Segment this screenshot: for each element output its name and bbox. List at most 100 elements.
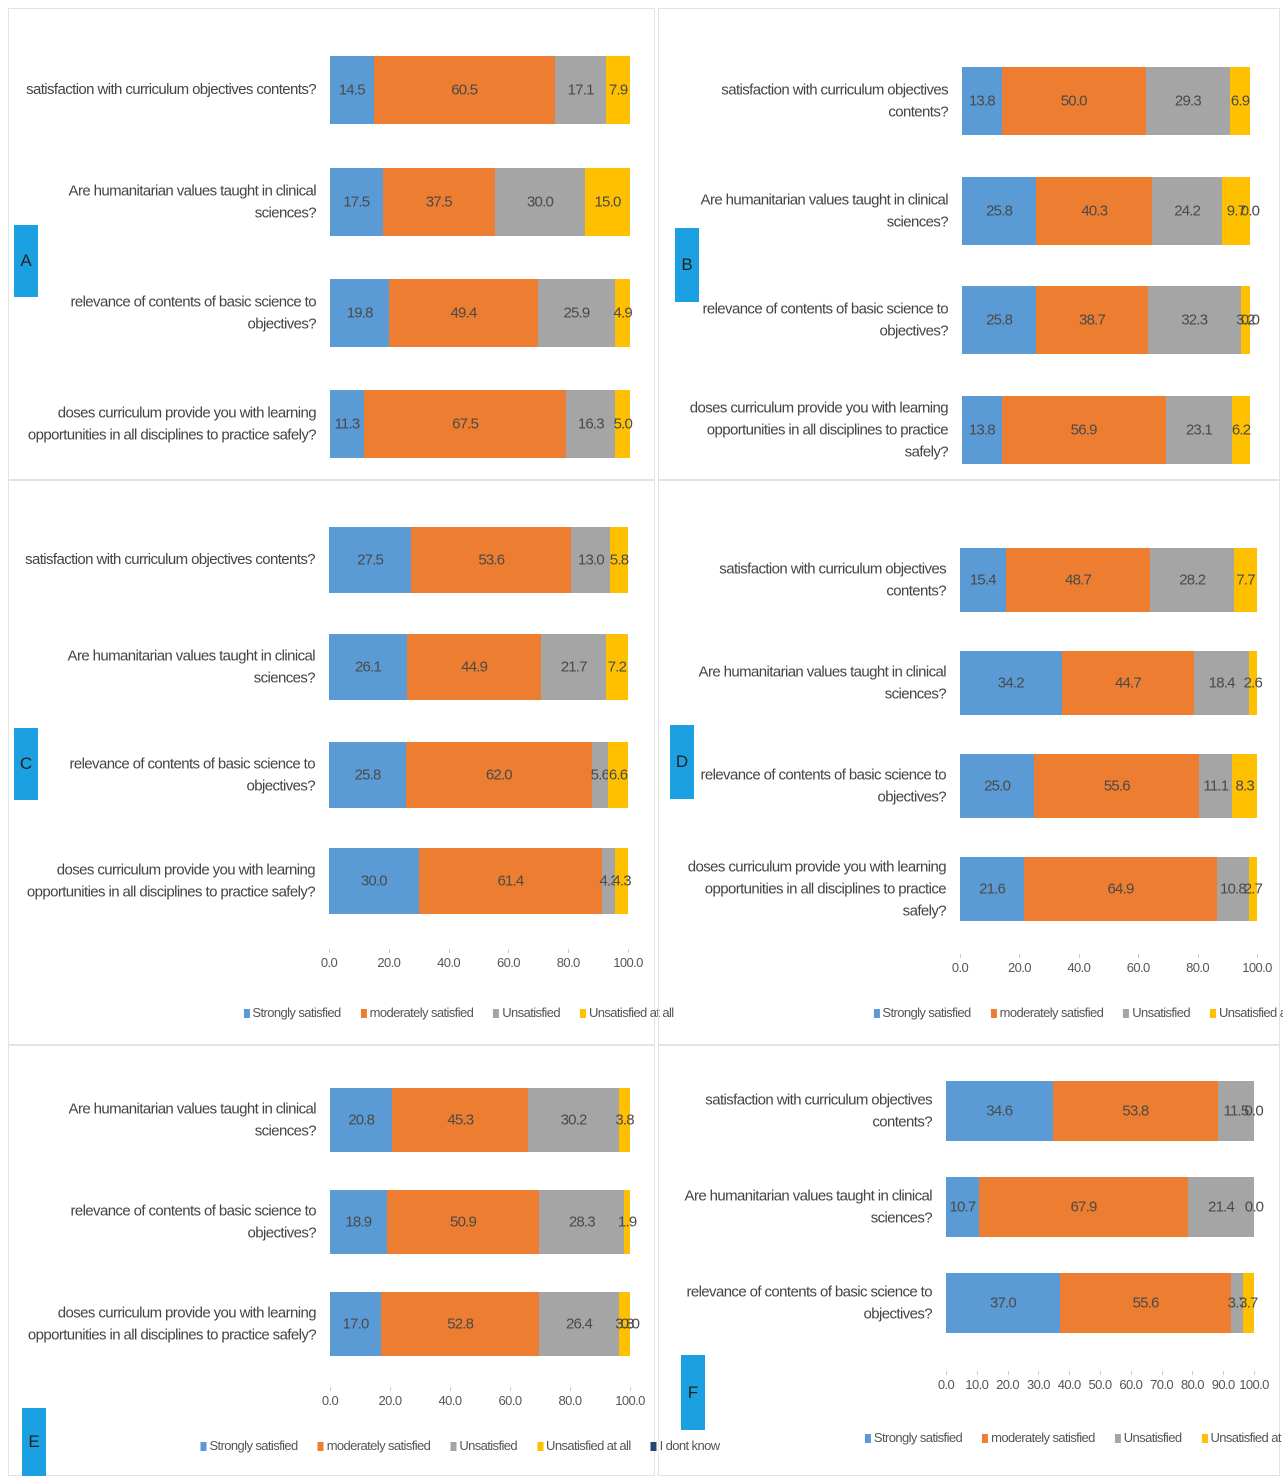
value-label: 55.6 [1132,1294,1160,1312]
value-label: 0.0 [1240,202,1260,220]
tick-mark [1069,1371,1071,1375]
bar-segment [962,396,1002,464]
category-label: relevance of contents of basic science t… [700,766,946,805]
legend-item: moderately satisfied [360,1005,474,1020]
legend-swatch [1201,1434,1208,1444]
category-label: Are humanitarian values taught in clinic… [684,1187,933,1226]
tick-mark [1197,954,1199,958]
x-tick-label: 50.0 [1088,1377,1113,1392]
legend-text: Strongly satisfied [252,1005,341,1020]
bar-segment [566,390,616,458]
bar-segment [381,1292,540,1356]
value-label: 30.0 [527,193,554,211]
value-label: 2.7 [1243,880,1263,898]
value-label: 56.9 [1070,421,1098,439]
bar-segment [1216,857,1249,921]
category-label: doses curriculum provide you with learni… [687,858,947,919]
value-label: 7.7 [1236,571,1255,589]
value-label: 3.2 [1236,311,1255,329]
value-label: 17.0 [342,1315,370,1333]
value-label: 44.7 [1114,674,1142,692]
tick-mark [448,949,450,953]
category-label: Are humanitarian values taught in clinic… [67,647,316,686]
panel-label: E [22,1408,46,1476]
x-tick-label: 100.0 [1239,1377,1269,1392]
bar-segment [1150,548,1235,612]
value-label: 26.4 [566,1315,593,1333]
category-label: relevance of contents of basic science t… [70,1202,316,1241]
panel-label: F [681,1355,705,1430]
value-label: 13.8 [968,421,996,439]
legend-text: Unsatisfied at all [546,1438,631,1453]
bar-segment [608,742,628,808]
value-label: 48.7 [1065,571,1092,589]
value-label: 18.9 [345,1213,372,1231]
value-label: 15.0 [594,193,622,211]
bar-segment [418,848,603,914]
value-label: 30.0 [360,872,388,890]
value-label: 64.9 [1107,880,1135,898]
x-tick-label: 100.0 [613,955,643,970]
legend-swatch [650,1442,657,1452]
bar-segment [330,168,383,236]
bar-segment [1061,651,1195,715]
value-label: 37.0 [989,1294,1017,1312]
legend-swatch [982,1434,989,1444]
bar-segment [962,67,1002,135]
bar-segment [1036,286,1148,354]
tick-mark [570,1387,571,1391]
value-label: 0.0 [1240,311,1260,329]
value-label: 3.8 [615,1111,634,1129]
legend-swatch [579,1009,586,1019]
bar-segment [1230,67,1250,135]
x-tick-label: 100.0 [615,1393,645,1408]
value-label: 34.6 [986,1102,1013,1120]
x-tick-label: 60.0 [1126,960,1151,975]
bar-segment [1059,1273,1232,1333]
legend-text: Unsatisfied at all [1218,1005,1283,1020]
legend-swatch [864,1434,871,1444]
bar-segment [363,390,567,458]
tick-mark [628,949,629,953]
x-tick-label: 40.0 [1067,960,1091,975]
category-label: doses curriculum provide you with learni… [27,404,317,443]
value-label: 3.7 [1227,1294,1247,1312]
value-label: 53.8 [1122,1102,1149,1120]
value-label: 26.1 [355,658,382,676]
bar-segment [329,848,419,914]
x-tick-label: 60.0 [498,1393,523,1408]
value-label: 20.8 [348,1111,375,1129]
value-label: 5.0 [613,415,633,433]
legend-item: Unsatisfied at all [1209,1005,1283,1020]
legend-swatch [360,1009,367,1019]
legend-item: Strongly satisfied [200,1438,298,1453]
bar-segment [539,1292,619,1356]
bar-segment [1052,1081,1219,1141]
bar-segment [537,279,616,347]
value-label: 1.9 [617,1213,637,1231]
bar-segment [1194,651,1249,715]
bar-segment [946,1081,1053,1141]
bar-segment [962,177,1037,245]
tick-mark [1078,954,1080,958]
value-label: 21.7 [560,658,588,676]
legend-text: Unsatisfied [459,1438,518,1453]
legend: Strongly satisfied moderately satisfied Un… [200,1438,720,1453]
bar-segment [946,1273,1060,1333]
bar-segment [541,634,607,700]
tick-mark [329,949,330,953]
legend-swatch [990,1009,997,1019]
tick-mark [330,1387,331,1391]
value-label: 10.8 [1219,880,1247,898]
value-label: 6.2 [1231,421,1251,439]
panel-label: A [14,225,38,297]
bar-segment [1199,754,1233,818]
legend-text: Unsatisfied [1123,1430,1182,1445]
x-tick-label: 40.0 [1057,1377,1082,1392]
value-label: 25.8 [354,766,382,784]
legend-swatch [1123,1009,1130,1019]
legend-item: Strongly satisfied [873,1005,971,1020]
bar-segment [1218,1081,1254,1141]
tick-mark [390,1387,391,1391]
